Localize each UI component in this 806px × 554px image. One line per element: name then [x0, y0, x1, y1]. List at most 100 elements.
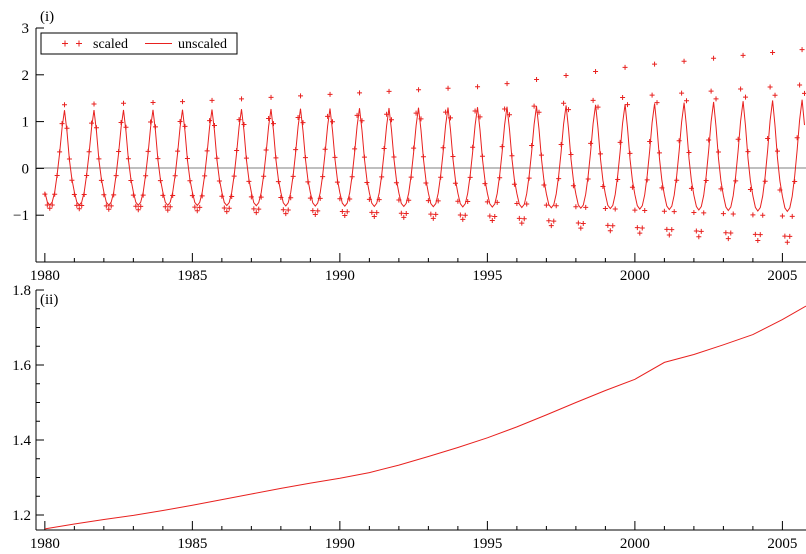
scaled-point: [322, 146, 328, 152]
scaled-point: [391, 154, 397, 160]
scaled-point: [526, 175, 532, 181]
y-tick-label: 1.2: [12, 508, 31, 524]
scaled-point: [423, 180, 429, 186]
scaled-point: [541, 182, 547, 188]
scaled-point: [352, 146, 358, 152]
scaled-point: [590, 97, 596, 103]
scaled-point: [538, 152, 544, 158]
scaled-point: [460, 216, 466, 222]
scaled-point: [332, 154, 338, 160]
scaled-point: [111, 192, 117, 198]
scaled-point: [644, 177, 650, 183]
x-tick-label: 2005: [767, 268, 797, 284]
scaled-point: [610, 223, 616, 229]
scaled-point: [595, 104, 601, 110]
scaled-point: [401, 214, 407, 220]
scaled-point: [536, 109, 542, 115]
scaled-point: [720, 211, 726, 217]
scaled-point: [671, 209, 677, 215]
scaled-point: [413, 110, 419, 116]
scaled-point: [123, 124, 129, 130]
scaled-point: [253, 210, 259, 216]
scaled-point: [379, 174, 385, 180]
scaled-point: [140, 192, 146, 198]
scaled-point: [484, 199, 490, 205]
scaled-point: [157, 178, 163, 184]
scaled-point: [236, 117, 242, 123]
scaled-point: [656, 150, 662, 156]
scaled-point: [620, 95, 626, 101]
scaled-point: [450, 153, 456, 159]
scaled-point: [605, 222, 611, 228]
scaled-point: [647, 138, 653, 144]
scaled-point: [524, 201, 530, 207]
scaled-point: [755, 237, 761, 243]
scaled-point: [708, 88, 714, 94]
scaled-point: [765, 135, 771, 141]
scaled-point: [302, 155, 308, 161]
scaled-point: [418, 116, 424, 122]
scaled-point: [280, 207, 286, 213]
x-tick-label: 1985: [177, 268, 207, 284]
scaled-point: [125, 156, 131, 162]
scaled-point: [76, 206, 82, 212]
scaled-point: [563, 72, 569, 78]
scaled-point: [738, 86, 744, 92]
scaled-point: [293, 147, 299, 153]
scaled-point: [300, 120, 306, 126]
scaled-point: [684, 98, 690, 104]
scaled-point: [504, 81, 510, 87]
scaled-point: [101, 192, 107, 198]
panel-ii-series-line: [44, 305, 806, 530]
scaled-point: [723, 230, 729, 236]
scaled-point: [713, 96, 719, 102]
scaled-point: [701, 210, 707, 216]
legend-box: [40, 32, 238, 55]
scaled-point: [148, 119, 154, 125]
scaled-point: [320, 174, 326, 180]
scaled-point: [93, 125, 99, 131]
scaled-point: [81, 192, 87, 198]
scaled-point: [224, 209, 230, 215]
scaled-point: [177, 118, 183, 124]
scaled-point: [66, 156, 72, 162]
scaled-point: [342, 213, 348, 218]
scaled-point: [585, 176, 591, 182]
y-tick-label: 2: [22, 68, 30, 84]
scaled-point: [674, 177, 680, 183]
legend: scaled unscaled: [40, 32, 238, 55]
scaled-point: [290, 173, 296, 179]
scaled-point: [435, 198, 441, 204]
scaled-point: [698, 228, 704, 234]
scaled-point: [130, 192, 136, 198]
scaled-point: [315, 208, 321, 214]
scaled-point: [448, 115, 454, 121]
legend-label-unscaled: unscaled: [178, 37, 227, 52]
scaled-point: [96, 156, 102, 162]
scaled-point: [256, 206, 262, 212]
scaled-point: [74, 202, 80, 208]
scaled-point: [519, 220, 525, 226]
scaled-point: [740, 52, 746, 58]
scaled-point: [617, 139, 623, 145]
scaled-point: [108, 203, 114, 209]
scaled-point: [381, 145, 387, 151]
scaled-point: [452, 180, 458, 186]
scaled-point: [406, 197, 412, 203]
scaled-point: [248, 194, 254, 200]
panel-i-y-ticks: 3 2 1 0 −1: [13, 21, 44, 224]
scaled-point: [283, 211, 289, 217]
scaled-point: [420, 154, 426, 160]
scaled-point: [64, 125, 70, 131]
scaled-point: [113, 173, 119, 179]
scaled-point: [445, 85, 451, 91]
scaled-point: [312, 212, 318, 218]
scaled-point: [268, 94, 274, 100]
scaled-point: [787, 233, 793, 239]
y-tick-label: 0: [22, 161, 30, 177]
scaled-point: [706, 137, 712, 143]
scaled-point: [288, 195, 294, 201]
scaled-point: [548, 223, 554, 229]
scaled-point: [165, 207, 171, 213]
scaled-point: [440, 145, 446, 151]
